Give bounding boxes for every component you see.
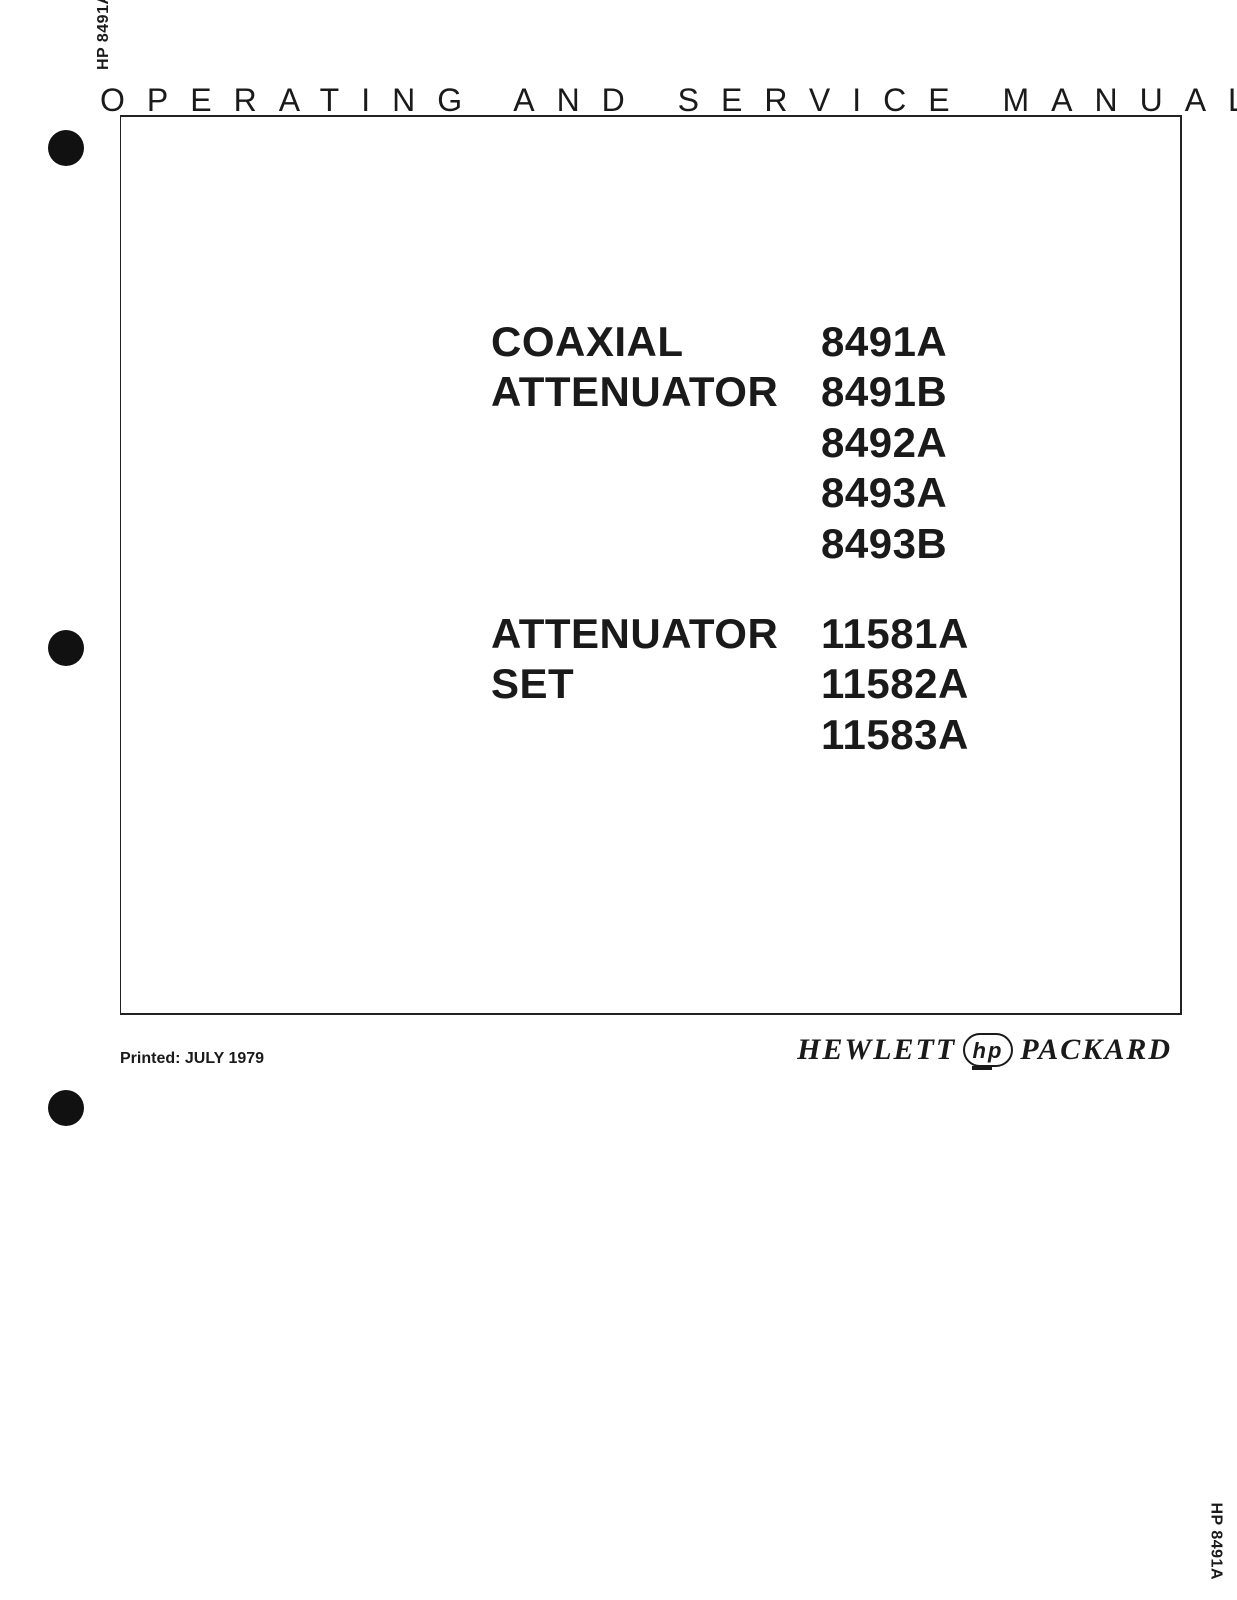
binder-hole-icon xyxy=(48,1090,84,1126)
brand-lockup: HEWLETT hp PACKARD xyxy=(797,1028,1172,1072)
label-line: ATTENUATOR xyxy=(491,609,821,659)
model-number: 11582A xyxy=(821,659,969,709)
label-line: COAXIAL xyxy=(491,317,821,367)
brand-left: HEWLETT xyxy=(797,1033,956,1067)
model-number: 8493B xyxy=(821,519,947,569)
model-list: 11581A 11582A 11583A xyxy=(821,609,969,760)
print-date: Printed: JULY 1979 xyxy=(120,1050,264,1068)
brand-right: PACKARD xyxy=(1020,1033,1172,1067)
model-number: 8493A xyxy=(821,468,947,518)
spine-label-bottom: HP 8491A xyxy=(1207,1502,1225,1580)
hp-logo-text: hp xyxy=(973,1038,1004,1063)
label-line: ATTENUATOR xyxy=(491,367,821,417)
spine-label-top: HP 8491A xyxy=(95,0,113,70)
binder-hole-icon xyxy=(48,630,84,666)
model-number: 8491A xyxy=(821,317,947,367)
document-type-header: OPERATING AND SERVICE MANUAL xyxy=(100,82,1212,119)
hp-logo-icon: hp xyxy=(962,1028,1014,1072)
model-list: 8491A 8491B 8492A 8493A 8493B xyxy=(821,317,947,569)
model-number: 8491B xyxy=(821,367,947,417)
binder-hole-icon xyxy=(48,130,84,166)
model-number: 11581A xyxy=(821,609,969,659)
product-label: COAXIAL ATTENUATOR xyxy=(491,317,821,569)
label-line: SET xyxy=(491,659,821,709)
manual-cover-page: HP 8491A HP 8491A OPERATING AND SERVICE … xyxy=(0,0,1237,1600)
product-row-set: ATTENUATOR SET 11581A 11582A 11583A xyxy=(491,609,1100,760)
title-content: COAXIAL ATTENUATOR 8491A 8491B 8492A 849… xyxy=(491,317,1100,800)
model-number: 11583A xyxy=(821,710,969,760)
model-number: 8492A xyxy=(821,418,947,468)
title-box: COAXIAL ATTENUATOR 8491A 8491B 8492A 849… xyxy=(120,115,1182,1015)
product-label: ATTENUATOR SET xyxy=(491,609,821,760)
product-row-coaxial: COAXIAL ATTENUATOR 8491A 8491B 8492A 849… xyxy=(491,317,1100,569)
